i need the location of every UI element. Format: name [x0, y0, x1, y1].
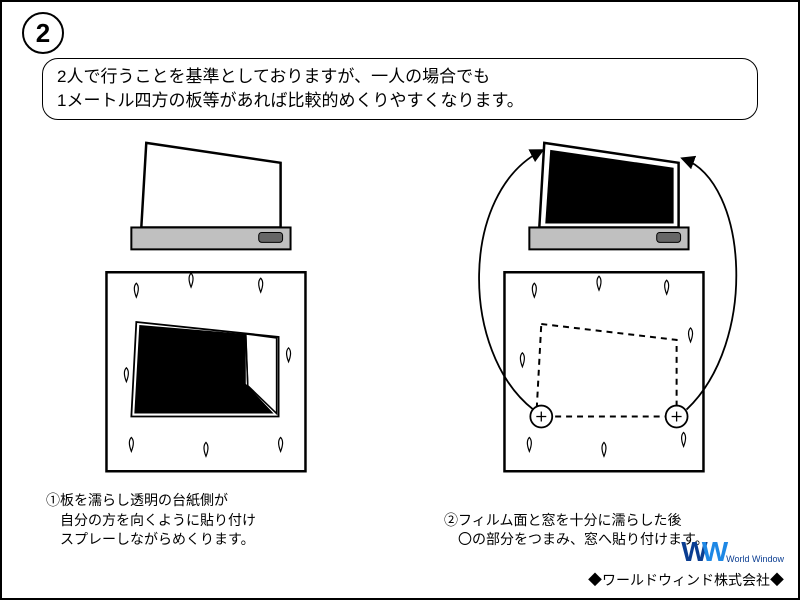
note-line-2: 1メートル四方の板等があれば比較的めくりやすくなります。 [57, 89, 743, 113]
brand-logo: WW World Window [681, 538, 784, 566]
diagram-panels: ①板を濡らし透明の台紙側が 自分の方を向くように貼り付け スプレーしながらめくり… [2, 132, 798, 512]
panel-left-illustration [2, 132, 400, 512]
logo-ww-icon: WW [681, 538, 722, 566]
step-number-badge: 2 [22, 12, 64, 54]
company-name: ◆ワールドウィンド株式会社◆ [588, 570, 784, 590]
panel-left-caption: ①板を濡らし透明の台紙側が 自分の方を向くように貼り付け スプレーしながらめくり… [46, 491, 356, 550]
panel-right-illustration [400, 132, 798, 512]
logo-subtext: World Window [726, 554, 784, 564]
instruction-note: 2人で行うことを基準としておりますが、一人の場合でも 1メートル四方の板等があれ… [42, 58, 758, 120]
panel-left: ①板を濡らし透明の台紙側が 自分の方を向くように貼り付け スプレーしながらめくり… [2, 132, 400, 512]
note-line-1: 2人で行うことを基準としておりますが、一人の場合でも [57, 65, 743, 89]
panel-right: ②フィルム面と窓を十分に濡らした後 〇の部分をつまみ、窓へ貼り付けます。 [400, 132, 798, 512]
step-number-text: 2 [36, 18, 50, 49]
